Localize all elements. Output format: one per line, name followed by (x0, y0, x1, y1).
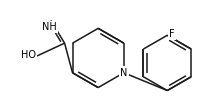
Text: F: F (169, 29, 175, 39)
Text: N: N (120, 68, 128, 78)
Text: NH: NH (42, 22, 57, 32)
Text: HO: HO (21, 50, 36, 60)
